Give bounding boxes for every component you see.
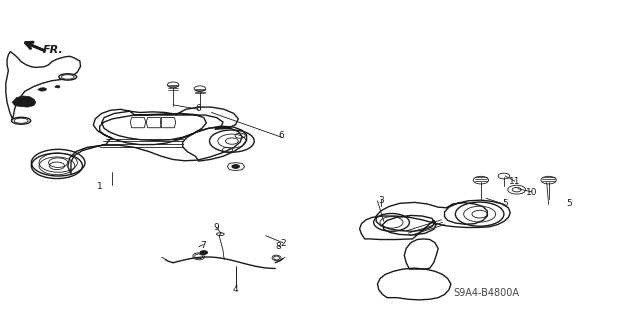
Ellipse shape xyxy=(59,74,77,80)
Text: 5: 5 xyxy=(502,199,508,208)
Ellipse shape xyxy=(12,117,31,124)
Polygon shape xyxy=(38,88,47,91)
Text: 8: 8 xyxy=(276,242,282,251)
Text: 5: 5 xyxy=(566,199,572,208)
Text: 9: 9 xyxy=(214,223,220,232)
Circle shape xyxy=(49,162,65,170)
Text: 10: 10 xyxy=(526,188,538,197)
Text: 4: 4 xyxy=(233,285,239,294)
Text: 1: 1 xyxy=(97,182,102,191)
Circle shape xyxy=(232,165,239,168)
Text: 3: 3 xyxy=(378,196,383,205)
Polygon shape xyxy=(55,85,60,88)
Text: 11: 11 xyxy=(509,177,520,186)
Circle shape xyxy=(200,251,207,255)
Text: S9A4-B4800A: S9A4-B4800A xyxy=(453,288,519,298)
Text: 6: 6 xyxy=(196,104,202,113)
Text: 6: 6 xyxy=(279,131,285,140)
Polygon shape xyxy=(12,96,36,107)
Text: 2: 2 xyxy=(280,239,286,248)
Text: FR.: FR. xyxy=(43,45,63,55)
Text: 7: 7 xyxy=(200,241,206,250)
